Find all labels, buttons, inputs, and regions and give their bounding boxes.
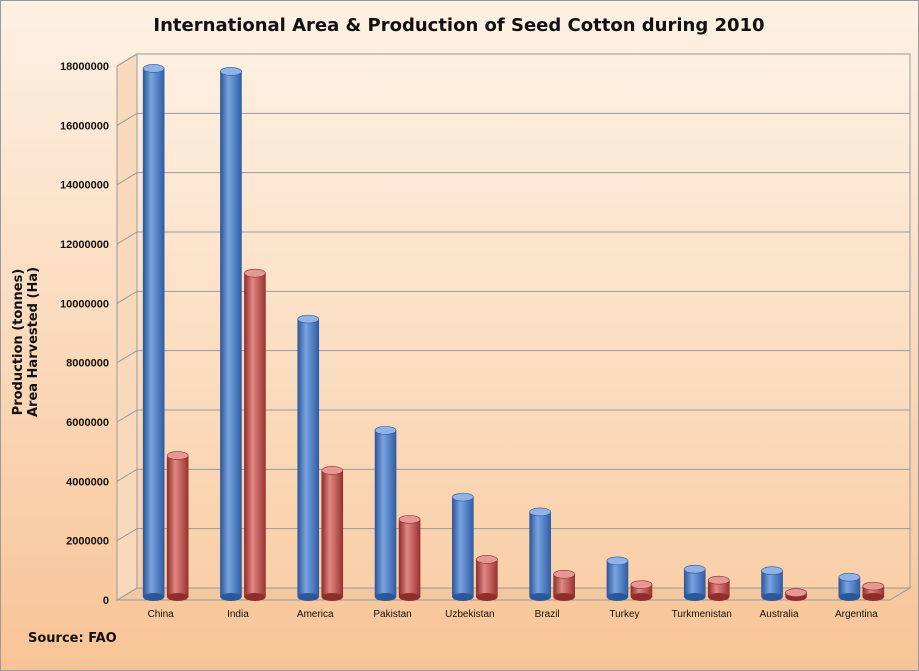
x-tick-label: China — [148, 609, 175, 620]
bar-top — [529, 507, 551, 517]
y-tick-label: 6000000 — [66, 417, 109, 429]
y-axis-label-line-1: Production (tonnes) — [11, 269, 26, 416]
bar-base — [452, 593, 474, 601]
bar-top — [321, 466, 344, 475]
x-tick-label: Turkmenistan — [672, 609, 732, 620]
bar-base — [297, 593, 319, 601]
bar-series-1 — [606, 560, 629, 598]
bar-series-1 — [220, 71, 242, 598]
y-tick-label: 18000000 — [60, 61, 109, 73]
plot-area: 0 2000000 4000000 6000000 8000000 10000000 120… — [60, 53, 912, 620]
bar-base — [399, 593, 421, 601]
bar-series-2 — [476, 559, 498, 598]
bar-top — [707, 575, 730, 585]
bar-base — [143, 593, 165, 601]
bar-top — [606, 556, 629, 566]
bar-base — [321, 593, 343, 601]
bar-series-2 — [166, 455, 189, 598]
bar-top — [374, 426, 397, 435]
gridline — [116, 112, 910, 126]
chart-title: International Area & Production of Seed … — [153, 15, 764, 36]
gridline — [116, 468, 910, 482]
gridline — [116, 409, 910, 423]
y-tick-label: 12000000 — [60, 239, 109, 251]
gridline — [116, 528, 910, 542]
y-tick-label: 14000000 — [60, 180, 109, 192]
bar-top — [142, 64, 165, 73]
bar-top — [553, 569, 575, 579]
bar-top — [166, 451, 189, 460]
x-tick-label: Brazil — [535, 609, 560, 620]
bar-top — [398, 515, 421, 524]
bar-base — [476, 593, 498, 601]
bar-base — [606, 593, 628, 601]
x-tick-label: America — [297, 609, 334, 620]
bar-base — [630, 593, 652, 601]
bar-top — [220, 67, 242, 76]
bar-series-2 — [321, 470, 344, 598]
bar-base — [220, 593, 242, 601]
source-note: Source: FAO — [28, 631, 117, 646]
gridline — [116, 350, 910, 364]
bar-top — [761, 566, 783, 576]
bar-base — [708, 593, 730, 601]
bar-base — [761, 593, 783, 601]
y-tick-label: 16000000 — [60, 120, 109, 132]
gridline — [116, 172, 910, 186]
x-tick-label: Pakistan — [373, 609, 411, 620]
bar-series-1 — [142, 68, 165, 598]
bar-top — [476, 555, 498, 564]
bar-series-1 — [374, 430, 397, 598]
x-tick-label: India — [227, 609, 249, 620]
bar-base — [244, 593, 266, 601]
bar-series-1 — [529, 511, 551, 598]
bar-base — [684, 593, 706, 601]
x-tick-label: Uzbekistan — [445, 609, 494, 620]
bar-top — [630, 580, 653, 589]
bar-series-1 — [452, 496, 474, 598]
gridline — [116, 53, 910, 67]
x-tick-label: Argentina — [835, 609, 878, 620]
x-tick-label: Australia — [760, 609, 799, 620]
y-tick-label: 2000000 — [66, 536, 109, 548]
bar-base — [553, 593, 575, 601]
plot-side-wall — [116, 53, 138, 601]
gridline — [116, 290, 910, 304]
bar-series-2 — [244, 272, 266, 598]
bar-top — [683, 564, 706, 574]
y-tick-label: 0 — [103, 595, 109, 607]
bar-base — [167, 593, 189, 601]
bar-top — [452, 492, 474, 502]
bar-top — [785, 588, 807, 597]
bar-series-1 — [297, 318, 320, 598]
bar-top — [244, 268, 266, 278]
bar-top — [862, 581, 885, 591]
y-axis-label-line-2: Area Harvested (Ha) — [26, 267, 41, 417]
y-tick-label: 8000000 — [66, 358, 109, 370]
bar-base — [375, 593, 397, 601]
bar-series-2 — [398, 519, 421, 598]
y-axis-label: Production (tonnes) Area Harvested (Ha) — [11, 267, 41, 417]
bar-base — [862, 593, 884, 601]
y-tick-label: 4000000 — [66, 476, 109, 488]
bar-top — [838, 572, 861, 582]
x-tick-label: Turkey — [609, 609, 639, 620]
gridline — [116, 231, 910, 245]
bar-top — [297, 314, 320, 324]
bar-base — [529, 593, 551, 601]
y-tick-label: 10000000 — [60, 298, 109, 310]
bar-base — [838, 593, 860, 601]
